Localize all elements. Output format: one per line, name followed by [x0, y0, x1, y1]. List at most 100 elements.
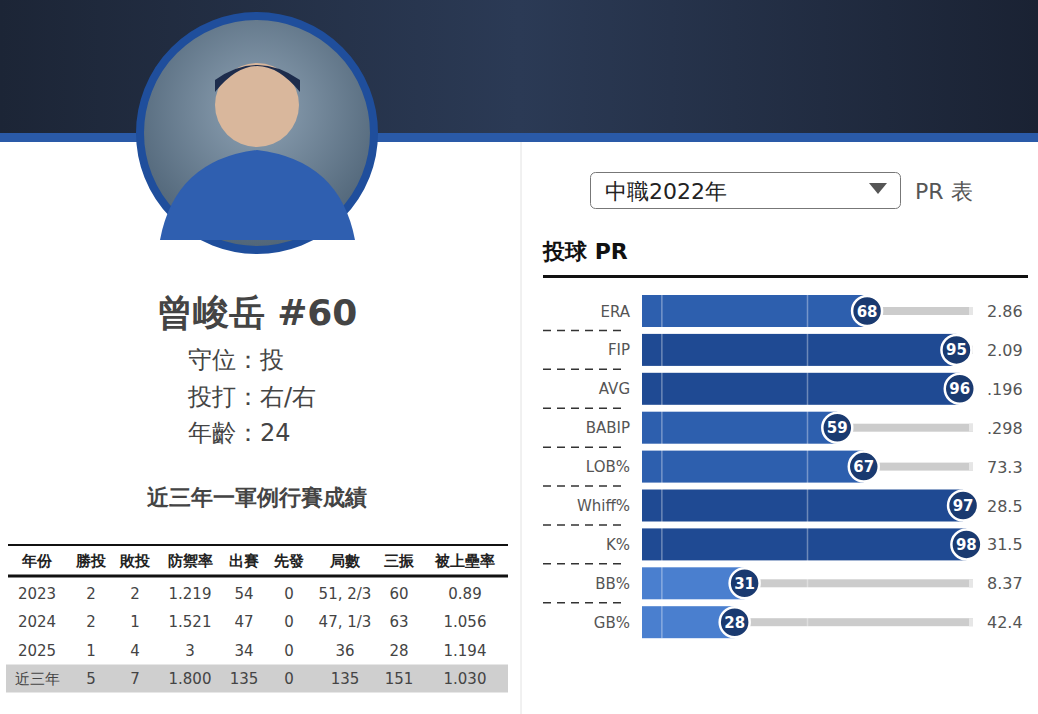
row-separator [543, 524, 625, 526]
table-cell: 60 [389, 585, 408, 603]
value-badge [951, 529, 981, 559]
bar [642, 373, 960, 405]
data-label: 97 [953, 497, 974, 515]
stat-label: .196 [987, 380, 1023, 399]
data-label: 31 [734, 575, 755, 593]
table-cell: 7 [130, 670, 140, 688]
table-cell: 1.800 [169, 670, 212, 688]
row-separator [543, 408, 625, 410]
season-select[interactable] [591, 173, 901, 209]
table-cell: 1.521 [169, 613, 212, 631]
table-cell: 0.89 [448, 585, 481, 603]
table-cell: 5 [86, 670, 96, 688]
data-label: 67 [853, 458, 874, 476]
avatar-face [215, 63, 299, 147]
table-header: 三振 [384, 552, 415, 570]
table-cell: 近三年 [15, 670, 60, 688]
stat-label: 8.37 [987, 574, 1023, 593]
value-badge [720, 607, 750, 637]
value-badge [730, 568, 760, 598]
stat-label: 2.09 [987, 341, 1023, 360]
table-header: 先發 [273, 552, 304, 570]
table-header: 防禦率 [168, 552, 213, 570]
profile-line: 年齡：24 [188, 419, 291, 447]
category-label: FIP [608, 341, 630, 359]
chart-title: 投球 PR [542, 239, 628, 264]
plot-area [642, 295, 973, 638]
value-badge [822, 413, 852, 443]
data-label: 95 [946, 341, 967, 359]
stat-label: 73.3 [987, 458, 1023, 477]
bar [642, 334, 956, 366]
table-cell: 47, 1/3 [319, 613, 372, 631]
data-label: 28 [724, 614, 745, 632]
bar [642, 528, 966, 560]
table-cell: 54 [234, 585, 253, 603]
table-cell: 51, 2/3 [319, 585, 372, 603]
table-header: 敗投 [119, 552, 151, 570]
row-separator [543, 330, 625, 332]
table-header: 勝投 [75, 552, 107, 570]
table-cell: 2 [86, 613, 96, 631]
category-label: GB% [594, 614, 630, 632]
category-label: ERA [600, 303, 630, 321]
track-end [969, 307, 973, 315]
table-cell: 63 [389, 613, 408, 631]
table-cell: 0 [284, 613, 294, 631]
table-rule [8, 575, 508, 578]
stat-label: 28.5 [987, 497, 1023, 516]
table-cell: 2024 [18, 613, 56, 631]
row-separator [543, 602, 625, 604]
data-label: 96 [949, 380, 970, 398]
value-badge [941, 335, 971, 365]
row-separator [543, 446, 625, 448]
table-cell: 0 [284, 642, 294, 660]
category-label: Whiff% [577, 497, 630, 515]
bar [642, 451, 864, 483]
grid-line [661, 295, 663, 638]
pr-link[interactable]: PR 表 [915, 179, 973, 204]
table-cell: 3 [185, 642, 195, 660]
table-header: 局數 [329, 552, 361, 570]
divider [521, 142, 522, 714]
table-cell: 0 [284, 670, 294, 688]
row-separator [543, 485, 625, 487]
table-header: 出賽 [229, 552, 259, 570]
category-label: K% [606, 536, 630, 554]
table-total-bg [6, 665, 508, 693]
chart-title-rule [543, 275, 1028, 278]
table-cell: 1.219 [169, 585, 212, 603]
category-label: BB% [595, 575, 630, 593]
table-rule [8, 544, 508, 546]
stat-label: 31.5 [987, 535, 1023, 554]
track-end [969, 618, 973, 626]
avatar-jersey [160, 150, 355, 240]
category-label: LOB% [586, 458, 630, 476]
player-name: 曾峻岳 #60 [157, 292, 358, 333]
table-cell: 28 [389, 642, 408, 660]
category-label: AVG [599, 380, 630, 398]
table-cell: 2 [130, 585, 140, 603]
track-end [969, 463, 973, 471]
stat-label: .298 [987, 419, 1023, 438]
stat-label: 42.4 [987, 613, 1023, 632]
grid-line [807, 295, 809, 638]
table-cell: 47 [234, 613, 253, 631]
table-cell: 1.194 [444, 642, 487, 660]
bar [642, 490, 963, 522]
table-cell: 2025 [18, 642, 56, 660]
data-label: 68 [857, 303, 878, 321]
season-text: 中職2022年 [605, 179, 727, 204]
table-cell: 135 [230, 670, 259, 688]
table-header: 年份 [21, 552, 53, 570]
table-cell: 151 [385, 670, 414, 688]
bar [642, 295, 867, 327]
data-label: 98 [956, 536, 977, 554]
stat-label: 2.86 [987, 302, 1023, 321]
page: 曾峻岳 #60守位：投投打：右/右年齡：24近三年一軍例行賽成績年份勝投敗投防禦… [0, 0, 1038, 714]
table-cell: 36 [335, 642, 354, 660]
labels: ERA2.86FIP2.09AVG.196BABIP.298LOB%73.3Wh… [543, 296, 1023, 637]
profile-line: 守位：投 [188, 346, 284, 374]
table-cell: 1.056 [444, 613, 487, 631]
table-cell: 1 [130, 613, 140, 631]
